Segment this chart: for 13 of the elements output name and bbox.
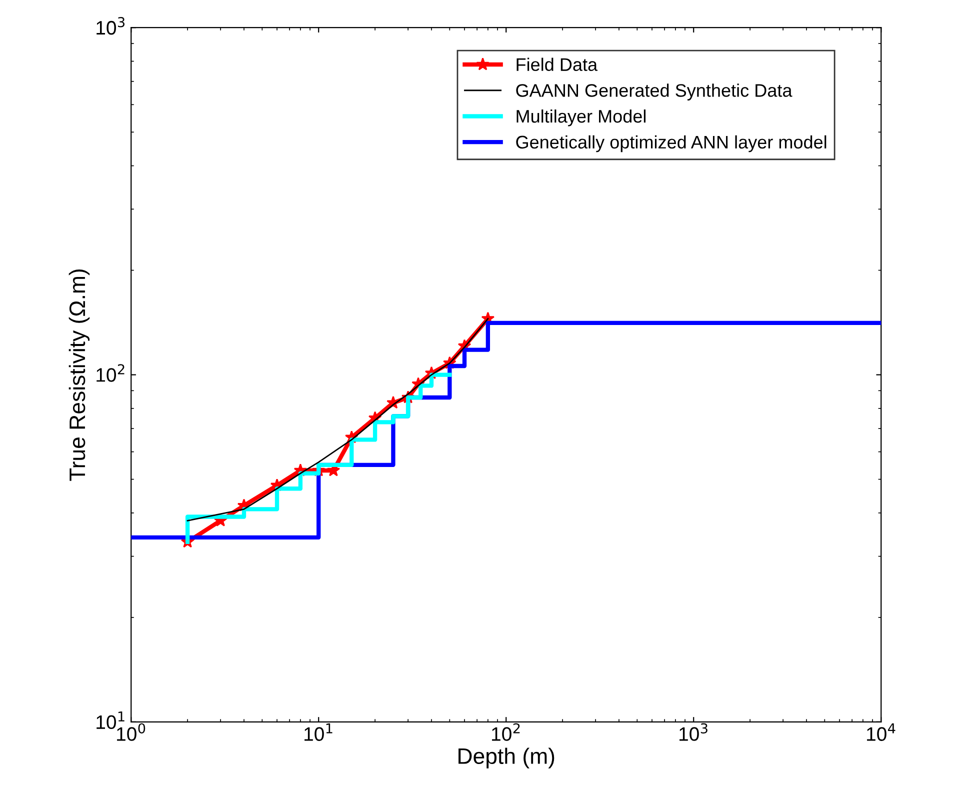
legend-label: Field Data (516, 58, 598, 72)
legend-label: Multilayer Model (516, 109, 646, 126)
y-axis-title: True Resistivity (Ω.m) (68, 269, 90, 481)
x-axis-title: Depth (m) (458, 748, 554, 768)
x-tick-label: 10$^{1}$ (304, 723, 332, 741)
y-tick-label: 10$^{3}$ (96, 16, 125, 35)
x-tick-label: 10$^{3}$ (680, 723, 708, 741)
x-tick-label: 10$^{2}$ (492, 723, 520, 741)
x-tick-label: 10$^{0}$ (117, 723, 146, 741)
legend-label: Genetically optimized ANN layer model (516, 135, 826, 152)
x-tick-label: 10$^{4}$ (867, 723, 896, 741)
legend-label: GAANN Generated Synthetic Data (516, 84, 792, 100)
y-tick-label: 10$^{2}$ (96, 364, 124, 382)
